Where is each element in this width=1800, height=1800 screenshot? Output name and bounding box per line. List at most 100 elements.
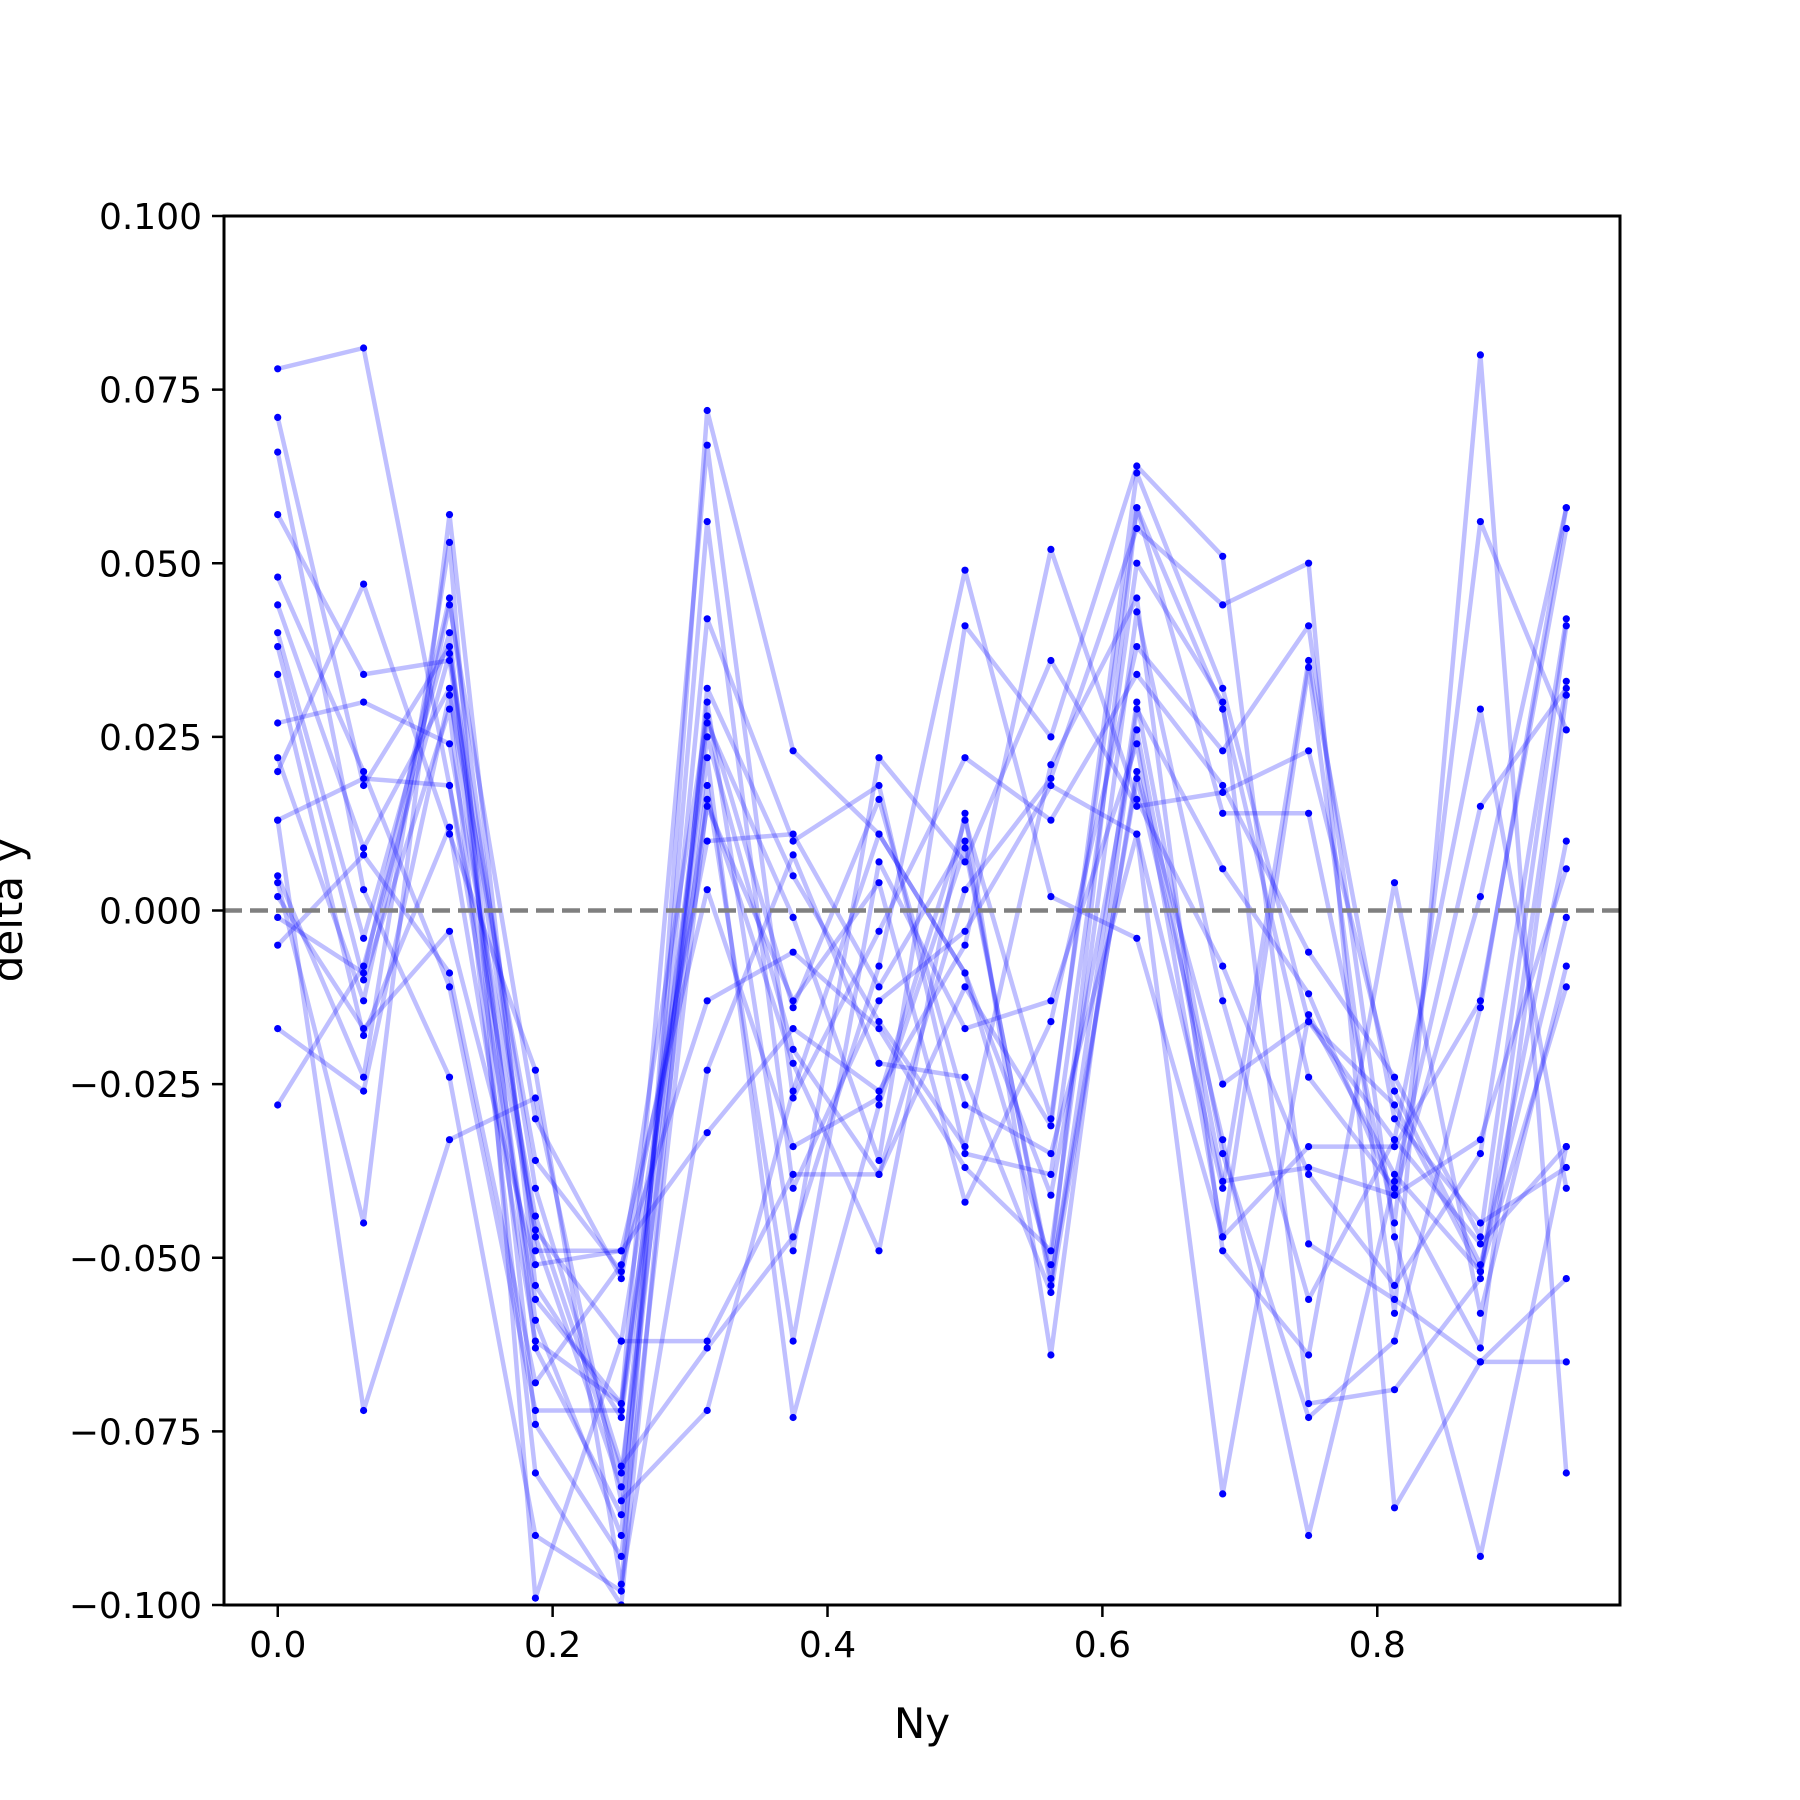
data-point xyxy=(961,844,969,852)
data-point xyxy=(617,1462,625,1470)
data-point xyxy=(1133,643,1141,651)
data-point xyxy=(1047,997,1055,1005)
data-point xyxy=(1305,1295,1313,1303)
data-point xyxy=(1305,1018,1313,1026)
data-point xyxy=(875,1087,883,1095)
data-point xyxy=(1133,795,1141,804)
data-point xyxy=(1305,809,1313,817)
data-point xyxy=(1476,1275,1484,1283)
data-point xyxy=(360,844,368,852)
series-11 xyxy=(274,504,1570,1422)
data-point xyxy=(703,1406,711,1415)
data-point xyxy=(274,670,282,679)
data-point xyxy=(1476,1136,1484,1144)
data-point xyxy=(703,441,711,449)
data-point xyxy=(1476,1233,1484,1241)
series-line xyxy=(276,470,1569,1406)
series-19 xyxy=(274,524,1570,1470)
data-point xyxy=(961,754,969,762)
series-line xyxy=(275,581,1569,1587)
data-point xyxy=(789,913,797,922)
data-point xyxy=(1562,1143,1570,1151)
data-point xyxy=(875,781,883,790)
data-point xyxy=(445,629,454,637)
data-point xyxy=(1047,1351,1055,1359)
data-point xyxy=(1219,781,1227,790)
series-7 xyxy=(274,629,1570,1560)
series-line xyxy=(275,512,1569,1538)
data-point xyxy=(961,566,969,574)
data-point xyxy=(875,795,883,804)
data-point xyxy=(1476,1240,1484,1248)
series-line xyxy=(275,540,1569,1601)
y-axis-label: delta y xyxy=(0,838,32,983)
data-point xyxy=(1133,774,1141,783)
data-point xyxy=(360,781,368,790)
data-point xyxy=(1047,816,1055,824)
data-point xyxy=(1047,1018,1055,1026)
data-point xyxy=(875,830,883,838)
data-point xyxy=(617,1268,625,1276)
data-point xyxy=(617,1469,625,1477)
data-point xyxy=(1219,809,1227,817)
series-line xyxy=(275,505,1569,1504)
data-point xyxy=(1390,1295,1399,1303)
data-point xyxy=(1047,893,1055,901)
data-point xyxy=(531,1066,540,1074)
data-point xyxy=(1219,1080,1227,1088)
data-point xyxy=(961,622,969,630)
data-point xyxy=(445,684,454,692)
y-tick-label: −0.050 xyxy=(69,1239,202,1280)
data-point xyxy=(617,1406,625,1415)
data-point xyxy=(1305,1400,1313,1408)
series-12 xyxy=(274,580,1570,1588)
data-point xyxy=(1219,1233,1227,1241)
data-point xyxy=(789,851,797,859)
data-point xyxy=(789,948,797,956)
data-point xyxy=(703,795,711,804)
data-point xyxy=(1305,1163,1313,1172)
series-4 xyxy=(274,510,1570,1491)
data-point xyxy=(1476,705,1484,713)
data-point xyxy=(617,1531,625,1540)
series-8 xyxy=(274,594,1570,1605)
data-point xyxy=(789,1233,797,1241)
data-point xyxy=(1047,1288,1055,1297)
data-point xyxy=(531,1406,540,1415)
series-17 xyxy=(274,608,1570,1387)
data-point xyxy=(961,858,969,866)
y-tick-label: −0.025 xyxy=(69,1065,202,1106)
data-point xyxy=(961,1198,969,1206)
data-point xyxy=(789,1184,797,1192)
data-point xyxy=(1219,684,1227,692)
data-point xyxy=(875,1170,883,1178)
data-point xyxy=(1133,830,1141,838)
data-point xyxy=(1133,726,1141,734)
data-point xyxy=(789,872,797,880)
data-point xyxy=(1047,1170,1055,1178)
data-point xyxy=(1476,1261,1484,1269)
data-point xyxy=(789,1045,797,1053)
data-point xyxy=(531,1212,540,1220)
data-point xyxy=(1476,351,1484,359)
data-point xyxy=(1390,1219,1399,1227)
data-point xyxy=(1047,761,1055,769)
data-point xyxy=(274,816,282,824)
data-point xyxy=(1562,1358,1570,1366)
data-point xyxy=(789,837,797,845)
series-line xyxy=(275,507,1569,1420)
data-point xyxy=(1219,1247,1227,1255)
data-point xyxy=(1476,1150,1484,1158)
series-layer xyxy=(274,344,1570,1605)
data-point xyxy=(617,1483,625,1491)
data-point xyxy=(360,1025,368,1033)
data-point xyxy=(1047,1150,1055,1158)
series-line xyxy=(276,692,1569,1497)
data-point xyxy=(531,1233,540,1241)
series-20 xyxy=(274,504,1570,1505)
data-point xyxy=(1219,1490,1227,1498)
data-point xyxy=(274,719,282,727)
data-point xyxy=(445,1073,454,1081)
data-point xyxy=(445,656,454,665)
